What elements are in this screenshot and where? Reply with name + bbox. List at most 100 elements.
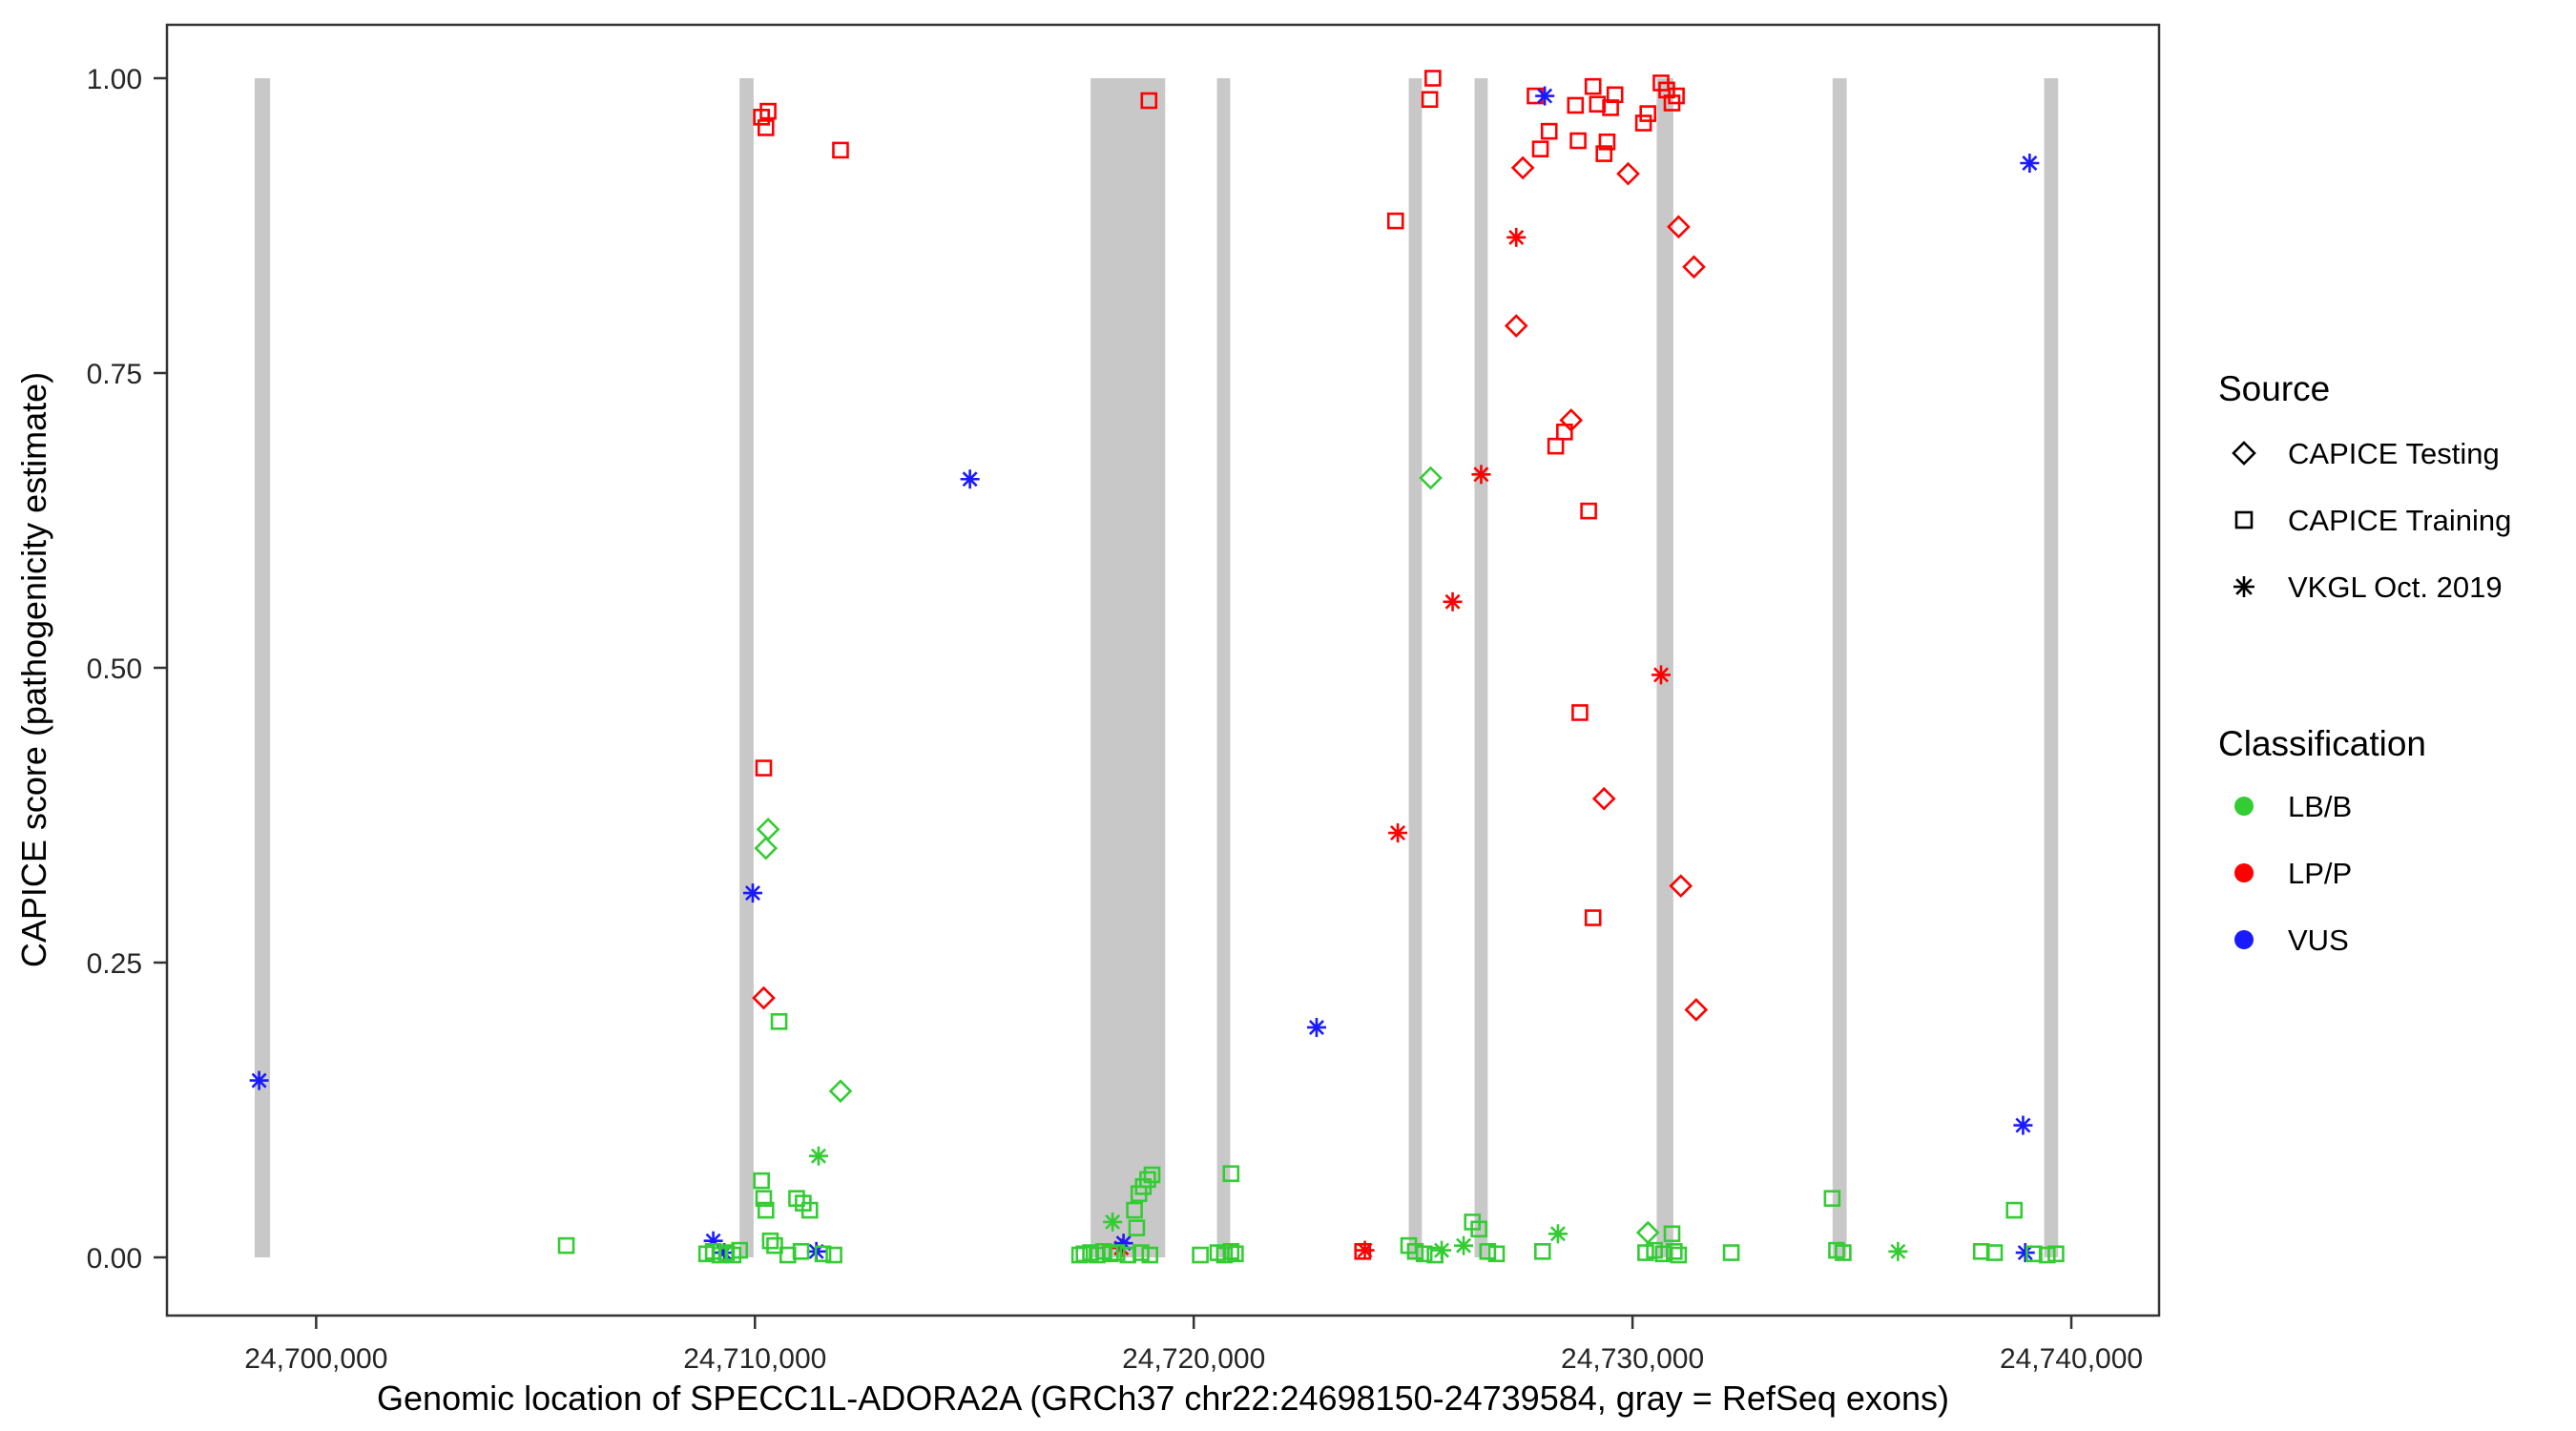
data-point-square <box>1540 122 1558 140</box>
asterisk-icon <box>2233 576 2254 597</box>
data-point-square <box>792 1243 810 1260</box>
data-point-square <box>757 119 775 136</box>
data-point-star <box>1888 1241 1908 1261</box>
data-point-square <box>1424 70 1442 87</box>
data-point-square <box>1584 77 1602 95</box>
lpp-dot-icon <box>2234 863 2254 882</box>
data-point-diamond <box>754 836 779 861</box>
x-tick-label: 24,710,000 <box>683 1343 826 1375</box>
data-point-diamond <box>828 1079 853 1104</box>
data-point-diamond <box>752 985 776 1010</box>
data-point-star <box>1454 1235 1474 1255</box>
data-point-star <box>1103 1212 1123 1232</box>
data-point-square <box>757 1201 775 1219</box>
data-point-square <box>825 1246 842 1264</box>
y-axis: 0.00 0.25 0.50 0.75 1.00 <box>87 64 167 1275</box>
data-point-square <box>1722 1244 1740 1261</box>
data-point-square <box>557 1236 575 1255</box>
data-point-diamond <box>1684 998 1709 1022</box>
data-point-square <box>1668 87 1685 105</box>
data-point-star <box>742 883 762 903</box>
legend-item-vus: VUS <box>2234 923 2349 957</box>
legend-classification: Classification LB/B LP/P VUS <box>2218 724 2426 957</box>
data-point-square <box>800 1201 819 1219</box>
y-tick-label: 1.00 <box>87 64 142 95</box>
data-point-square <box>755 1190 773 1207</box>
data-point-square <box>814 1245 832 1263</box>
data-point-star <box>808 1146 828 1166</box>
data-point-square <box>1139 1171 1156 1189</box>
y-tick-label: 0.50 <box>87 653 142 685</box>
data-point-square <box>1531 140 1549 157</box>
data-point-diamond <box>1510 156 1535 180</box>
vus-dot-icon <box>2234 930 2254 949</box>
plot-panel-border <box>165 23 2161 1317</box>
data-point-star <box>249 1070 269 1090</box>
data-point-square <box>753 1172 770 1190</box>
data-point-square <box>1421 91 1439 109</box>
x-tick-label: 24,740,000 <box>2000 1343 2143 1375</box>
legend-item-label: LB/B <box>2288 790 2352 823</box>
x-tick-label: 24,730,000 <box>1561 1343 1704 1375</box>
data-point-star <box>1388 823 1408 843</box>
legend-item-label: CAPICE Training <box>2288 504 2511 537</box>
exon-bar <box>1091 78 1166 1257</box>
data-point-square <box>1222 1243 1240 1260</box>
data-point-square <box>1386 212 1404 230</box>
legend-classification-title: Classification <box>2218 724 2426 763</box>
exon-bar <box>1216 78 1231 1257</box>
data-point-square <box>1663 1225 1681 1243</box>
data-point-square <box>1584 909 1602 926</box>
data-point-star <box>1548 1224 1568 1244</box>
data-point-square <box>731 1241 748 1259</box>
exon-bar <box>1832 78 1847 1257</box>
lbb-dot-icon <box>2234 797 2254 816</box>
data-point-square <box>1227 1245 1244 1263</box>
square-icon <box>2234 510 2254 529</box>
data-point-star <box>1471 465 1491 485</box>
data-point-diamond <box>1559 408 1584 432</box>
y-tick-label: 0.00 <box>87 1243 142 1275</box>
data-point-square <box>1222 1165 1240 1183</box>
data-point-square <box>1132 1244 1150 1261</box>
data-point-square <box>1487 1245 1506 1263</box>
exon-bar <box>1474 78 1488 1257</box>
data-point-square <box>2038 1246 2056 1264</box>
data-point-square <box>755 759 773 777</box>
data-point-square <box>1602 99 1619 116</box>
data-point-square <box>1580 502 1597 520</box>
data-point-square <box>1598 133 1616 151</box>
data-point-square <box>2047 1245 2065 1263</box>
data-point-square <box>832 141 849 159</box>
data-point-square <box>1140 92 1158 110</box>
data-point-square <box>1426 1246 1444 1264</box>
data-point-square <box>1670 1246 1688 1264</box>
legend-source: Source CAPICE Testing CAPICE Training VK… <box>2218 369 2511 604</box>
data-point-square <box>1192 1246 1209 1264</box>
data-point-square <box>1567 96 1585 114</box>
data-point-star <box>1355 1240 1375 1260</box>
data-point-square <box>766 1236 783 1255</box>
data-point-star <box>2013 1115 2033 1135</box>
diamond-icon <box>2232 441 2256 466</box>
data-point-square <box>1823 1190 1841 1207</box>
exon-bar <box>1408 78 1423 1257</box>
data-point-diamond <box>1504 314 1528 338</box>
legend-item-capice-training: CAPICE Training <box>2234 504 2511 537</box>
data-point-diamond <box>1591 786 1616 811</box>
x-axis: 24,700,000 24,710,000 24,720,000 24,730,000… <box>244 1316 2143 1375</box>
data-point-square <box>1415 1245 1433 1263</box>
data-point-star <box>1506 227 1527 247</box>
data-point-square <box>1658 81 1675 99</box>
x-axis-title: Genomic location of SPECC1L-ADORA2A (GRC… <box>377 1379 1949 1418</box>
data-point-diamond <box>1682 255 1706 280</box>
y-tick-label: 0.75 <box>87 359 142 390</box>
data-point-diamond <box>1667 215 1691 239</box>
data-point-square <box>1606 86 1624 104</box>
data-point-star <box>1306 1017 1326 1037</box>
data-point-square <box>1646 1241 1663 1259</box>
data-point-square <box>1470 1220 1487 1238</box>
data-point-star <box>1535 86 1555 106</box>
data-point-square <box>1637 1244 1654 1261</box>
